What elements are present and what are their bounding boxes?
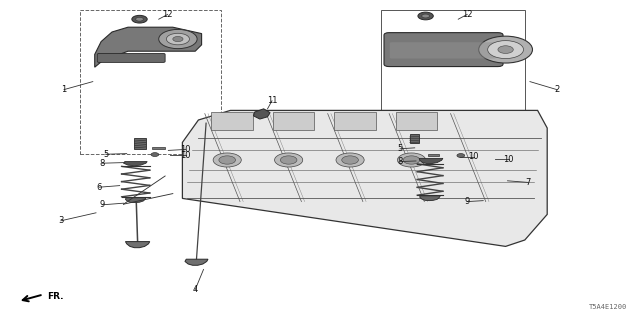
Text: 5: 5 [103, 150, 108, 159]
Polygon shape [419, 158, 443, 164]
Circle shape [397, 153, 426, 167]
Text: 1: 1 [61, 85, 67, 94]
Text: 6: 6 [97, 183, 102, 192]
Text: 10: 10 [180, 145, 191, 154]
Circle shape [275, 153, 303, 167]
FancyBboxPatch shape [273, 112, 314, 130]
Polygon shape [125, 242, 150, 248]
Text: T5A4E1200: T5A4E1200 [589, 304, 627, 310]
Polygon shape [182, 110, 547, 246]
Circle shape [418, 12, 433, 20]
Circle shape [280, 156, 297, 164]
Text: 8: 8 [397, 157, 403, 166]
FancyBboxPatch shape [134, 138, 146, 149]
Text: 12: 12 [163, 10, 173, 19]
Text: 10: 10 [504, 155, 514, 164]
Text: 3: 3 [58, 216, 63, 225]
Polygon shape [253, 109, 270, 119]
Circle shape [136, 17, 143, 21]
Polygon shape [125, 198, 146, 203]
Text: 8: 8 [100, 159, 105, 168]
Polygon shape [420, 196, 440, 201]
FancyBboxPatch shape [396, 112, 437, 130]
Text: 9: 9 [465, 197, 470, 206]
Circle shape [336, 153, 364, 167]
Circle shape [403, 156, 420, 164]
Polygon shape [185, 259, 208, 265]
Circle shape [173, 36, 183, 42]
Circle shape [213, 153, 241, 167]
Circle shape [457, 154, 465, 157]
FancyBboxPatch shape [428, 154, 439, 156]
Text: 2: 2 [554, 85, 559, 94]
FancyBboxPatch shape [97, 53, 165, 62]
FancyBboxPatch shape [384, 33, 503, 67]
Text: 12: 12 [462, 10, 472, 19]
Text: FR.: FR. [47, 292, 63, 301]
Circle shape [479, 36, 532, 63]
Text: 7: 7 [525, 178, 531, 187]
Circle shape [488, 41, 524, 59]
Text: 9: 9 [100, 200, 105, 209]
FancyBboxPatch shape [334, 112, 376, 130]
Circle shape [159, 29, 197, 49]
Circle shape [219, 156, 236, 164]
Circle shape [166, 33, 189, 45]
Text: 4: 4 [193, 285, 198, 294]
FancyBboxPatch shape [211, 112, 253, 130]
Circle shape [422, 14, 429, 18]
Text: 10: 10 [468, 152, 479, 161]
FancyBboxPatch shape [390, 42, 496, 59]
Text: 5: 5 [397, 144, 403, 153]
Text: 11: 11 [267, 96, 277, 105]
Circle shape [342, 156, 358, 164]
Text: 10: 10 [180, 151, 191, 160]
FancyBboxPatch shape [152, 147, 165, 149]
Circle shape [151, 153, 159, 156]
FancyBboxPatch shape [410, 134, 419, 143]
Polygon shape [124, 162, 147, 166]
Circle shape [498, 46, 513, 53]
Polygon shape [95, 27, 202, 67]
Circle shape [132, 15, 147, 23]
